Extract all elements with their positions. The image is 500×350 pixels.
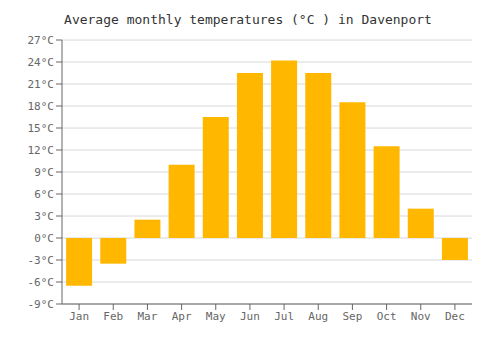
svg-text:Oct: Oct <box>377 310 397 323</box>
svg-text:Dec: Dec <box>445 310 465 323</box>
svg-text:0°C: 0°C <box>34 232 54 245</box>
svg-text:Mar: Mar <box>137 310 157 323</box>
svg-text:Feb: Feb <box>103 310 123 323</box>
svg-text:6°C: 6°C <box>34 188 54 201</box>
svg-text:Jun: Jun <box>240 310 260 323</box>
svg-text:-9°C: -9°C <box>28 298 55 311</box>
html-text:Average monthly temperatures (: Average monthly temperatures (°C ) in Da… <box>64 12 432 27</box>
svg-text:21°C: 21°C <box>28 78 55 91</box>
svg-text:9°C: 9°C <box>34 166 54 179</box>
svg-text:May: May <box>206 310 226 323</box>
svg-text:24°C: 24°C <box>28 56 55 69</box>
svg-text:3°C: 3°C <box>34 210 54 223</box>
svg-text:Sep: Sep <box>342 310 362 323</box>
svg-text:Jan: Jan <box>69 310 89 323</box>
svg-text:18°C: 18°C <box>28 100 55 113</box>
svg-text:Aug: Aug <box>308 310 328 323</box>
svg-text:Apr: Apr <box>172 310 192 323</box>
svg-text:12°C: 12°C <box>28 144 55 157</box>
svg-text:-6°C: -6°C <box>28 276 55 289</box>
svg-text:Nov: Nov <box>411 310 431 323</box>
svg-text:27°C: 27°C <box>28 34 55 47</box>
svg-text:Jul: Jul <box>274 310 294 323</box>
svg-text:15°C: 15°C <box>28 122 55 135</box>
svg-text:-3°C: -3°C <box>28 254 55 267</box>
